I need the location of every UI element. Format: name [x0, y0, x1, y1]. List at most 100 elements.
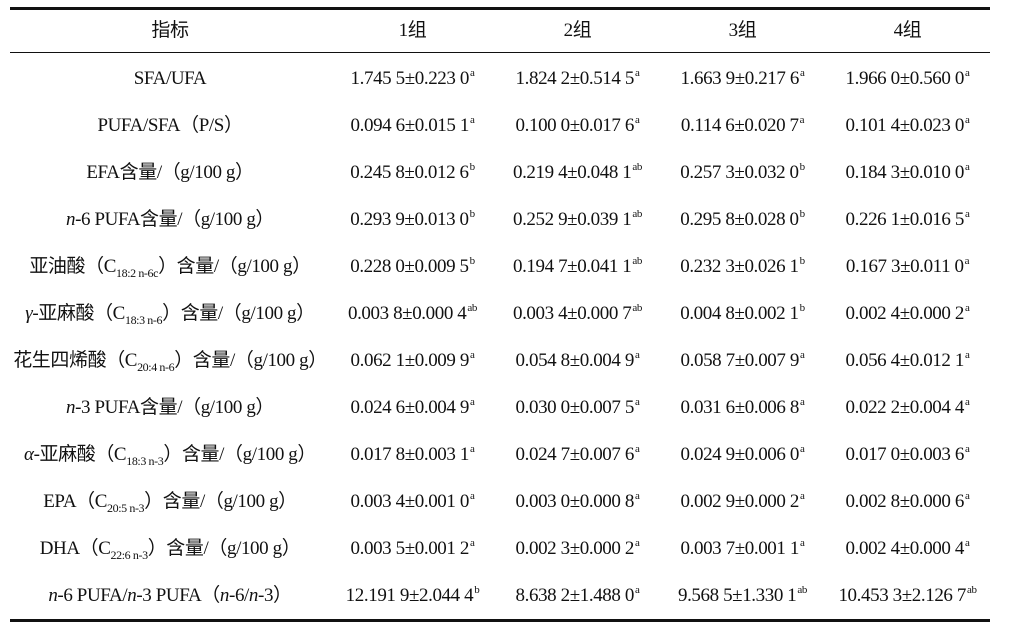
- significance-letter: ab: [632, 161, 643, 173]
- label-part: ）含量/（g/100 g）: [158, 256, 311, 277]
- label-part: SFA/UFA: [133, 68, 207, 89]
- label-part: ）含量/（g/100 g）: [163, 444, 316, 465]
- significance-letter: a: [799, 349, 805, 361]
- row-label: n-3 PUFA含量/（g/100 g）: [10, 384, 330, 431]
- value: 0.017 8±0.003 1: [350, 444, 470, 465]
- value-cell: 0.003 5±0.001 2a: [330, 525, 495, 572]
- value-cell: 0.017 0±0.003 6a: [825, 431, 990, 478]
- value: 10.453 3±2.126 7: [838, 585, 966, 606]
- value-cell: 0.054 8±0.004 9a: [495, 337, 660, 384]
- significance-letter: ab: [966, 584, 977, 596]
- value-cell: 0.002 4±0.000 4a: [825, 525, 990, 572]
- row-label: EFA含量/（g/100 g）: [10, 149, 330, 196]
- label-part: EPA（C: [43, 491, 108, 512]
- value: 0.184 3±0.010 0: [845, 162, 965, 183]
- value-cell: 0.003 7±0.001 1a: [660, 525, 825, 572]
- value-cell: 0.101 4±0.023 0a: [825, 102, 990, 149]
- row-label: n-6 PUFA/n-3 PUFA（n-6/n-3）: [10, 572, 330, 619]
- significance-letter: a: [634, 537, 640, 549]
- significance-letter: b: [469, 255, 476, 267]
- label-part: -3 PUFA含量/（g/100 g）: [75, 397, 275, 418]
- significance-letter: b: [469, 161, 476, 173]
- row-label: 亚油酸（C18:2 n-6c）含量/（g/100 g）: [10, 243, 330, 290]
- label-part: n: [219, 585, 230, 606]
- value-cell: 0.167 3±0.011 0a: [825, 243, 990, 290]
- value: 0.002 9±0.000 2: [680, 491, 800, 512]
- value: 0.058 7±0.007 9: [680, 350, 800, 371]
- significance-letter: ab: [632, 302, 643, 314]
- value: 0.226 1±0.016 5: [845, 209, 965, 230]
- value: 0.295 8±0.028 0: [680, 209, 799, 230]
- value-cell: 0.232 3±0.026 1b: [660, 243, 825, 290]
- value: 1.745 5±0.223 0: [350, 68, 470, 89]
- value-cell: 0.219 4±0.048 1ab: [495, 149, 660, 196]
- value-cell: 10.453 3±2.126 7ab: [825, 572, 990, 619]
- value: 0.100 0±0.017 6: [515, 115, 635, 136]
- label-part: EFA含量/（g/100 g）: [86, 162, 254, 183]
- value: 1.824 2±0.514 5: [515, 68, 635, 89]
- value: 1.966 0±0.560 0: [845, 68, 965, 89]
- value-cell: 0.100 0±0.017 6a: [495, 102, 660, 149]
- value-cell: 0.293 9±0.013 0b: [330, 196, 495, 243]
- header-cell: 4组: [893, 20, 922, 41]
- header-cell: 指标: [151, 20, 189, 41]
- value: 0.252 9±0.039 1: [512, 209, 632, 230]
- value-cell: 8.638 2±1.488 0a: [495, 572, 660, 619]
- value: 0.024 7±0.007 6: [515, 444, 635, 465]
- row-label: γ-亚麻酸（C18:3 n-6）含量/（g/100 g）: [10, 290, 330, 337]
- significance-letter: b: [799, 161, 806, 173]
- label-part: 18:3 n-3: [126, 454, 164, 468]
- significance-letter: ab: [797, 584, 808, 596]
- value: 0.017 0±0.003 6: [845, 444, 965, 465]
- value: 0.054 8±0.004 9: [515, 350, 635, 371]
- value: 0.056 4±0.012 1: [845, 350, 965, 371]
- label-part: n: [48, 585, 58, 606]
- value: 0.194 7±0.041 1: [512, 256, 632, 277]
- label-part: PUFA/SFA（P/S）: [97, 115, 243, 136]
- significance-letter: a: [964, 443, 970, 455]
- value-cell: 0.002 9±0.000 2a: [660, 478, 825, 525]
- label-part: α: [24, 444, 34, 465]
- value-cell: 0.002 3±0.000 2a: [495, 525, 660, 572]
- significance-letter: a: [964, 161, 970, 173]
- value-cell: 1.745 5±0.223 0a: [330, 55, 495, 102]
- value: 0.228 0±0.009 5: [350, 256, 469, 277]
- value: 0.114 6±0.020 7: [680, 115, 799, 136]
- significance-letter: b: [469, 208, 476, 220]
- value: 0.062 1±0.009 9: [350, 350, 470, 371]
- significance-letter: b: [474, 584, 480, 596]
- label-part: γ: [25, 303, 33, 324]
- value-cell: 0.030 0±0.007 5a: [495, 384, 660, 431]
- significance-letter: a: [964, 67, 970, 79]
- value: 8.638 2±1.488 0: [515, 585, 635, 606]
- row-label: SFA/UFA: [10, 55, 330, 102]
- significance-letter: a: [964, 114, 970, 126]
- significance-letter: a: [634, 114, 640, 126]
- value-cell: 0.024 9±0.006 0a: [660, 431, 825, 478]
- top-rule: [10, 7, 990, 10]
- value-cell: 0.003 8±0.000 4ab: [330, 290, 495, 337]
- value-cell: 0.003 4±0.001 0a: [330, 478, 495, 525]
- significance-letter: a: [964, 302, 970, 314]
- significance-letter: ab: [467, 302, 478, 314]
- significance-letter: a: [469, 443, 475, 455]
- significance-letter: a: [469, 537, 475, 549]
- label-part: -亚麻酸（C: [32, 303, 125, 324]
- value-cell: 0.058 7±0.007 9a: [660, 337, 825, 384]
- value: 0.003 4±0.000 7: [512, 303, 632, 324]
- value: 0.003 7±0.001 1: [680, 538, 800, 559]
- label-part: -亚麻酸（C: [33, 444, 127, 465]
- value: 0.232 3±0.026 1: [680, 256, 799, 277]
- value-cell: 0.003 4±0.000 7ab: [495, 290, 660, 337]
- value: 0.257 3±0.032 0: [680, 162, 799, 183]
- label-part: 22:6 n-3: [110, 548, 149, 562]
- significance-letter: b: [799, 255, 806, 267]
- significance-letter: a: [799, 396, 805, 408]
- significance-letter: ab: [632, 255, 643, 267]
- significance-letter: a: [469, 396, 475, 408]
- significance-letter: a: [964, 537, 970, 549]
- significance-letter: a: [634, 349, 640, 361]
- value-cell: 0.184 3±0.010 0a: [825, 149, 990, 196]
- value: 0.022 2±0.004 4: [845, 397, 965, 418]
